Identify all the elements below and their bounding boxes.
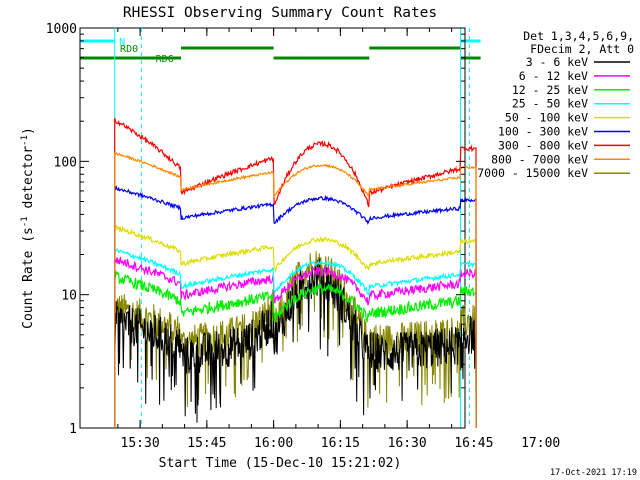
x-tick-label: 16:30	[388, 436, 427, 451]
legend-entry-label: 100 - 300 keV	[498, 125, 588, 139]
legend-entry-label: 50 - 100 keV	[505, 111, 588, 125]
x-tick-label: 16:15	[321, 436, 360, 451]
flag-rd0-label: RD0	[120, 44, 138, 55]
series-line-0	[114, 258, 477, 429]
legend-header-line: FDecim 2, Att 0	[530, 42, 634, 56]
x-tick-label: 16:45	[454, 436, 493, 451]
series-line-3	[114, 248, 477, 429]
series-line-4	[114, 224, 477, 429]
chart-title: RHESSI Observing Summary Count Rates	[123, 5, 437, 21]
legend-entry-label: 800 - 7000 keV	[491, 152, 588, 166]
series-line-2	[114, 270, 477, 429]
x-tick-label: 17:00	[521, 436, 560, 451]
y-tick-label: 1	[69, 422, 77, 437]
legend-entry-label: 3 - 6 keV	[526, 55, 588, 69]
y-tick-label: 10	[61, 289, 77, 304]
y-label-mid: detector	[21, 146, 36, 217]
legend-entry-label: 300 - 800 keV	[498, 138, 588, 152]
series-layer	[114, 117, 477, 429]
y-axis-label: Count Rate (s-1 detector-1)	[20, 127, 36, 329]
boundary-layer	[114, 28, 470, 428]
series-line-1	[114, 256, 477, 429]
y-label-main: Count Rate (s	[21, 227, 36, 329]
x-tick-label: 15:45	[187, 436, 226, 451]
y-label-exp1: -1	[20, 216, 30, 227]
flag-n-label: N	[119, 37, 125, 48]
y-tick-label: 1000	[46, 22, 77, 37]
legend-header-line: Det 1,3,4,5,6,9,	[523, 29, 634, 43]
series-line-7	[114, 152, 477, 429]
y-label-end: )	[21, 127, 36, 135]
axes-layer: 15:30 15:45 16:00 16:15 16:30 16:45 17:00 1 10 10…	[46, 22, 561, 451]
series-line-5	[114, 184, 477, 429]
legend-entry-label: 12 - 25 keV	[512, 83, 588, 97]
y-label-exp2: -1	[20, 135, 30, 146]
plot-frame	[79, 27, 466, 429]
x-tick-label: 16:00	[254, 436, 293, 451]
y-tick-label: 100	[54, 155, 77, 170]
x-axis-label: Start Time (15-Dec-10 15:21:02)	[159, 456, 402, 471]
legend-entry-label: 7000 - 15000 keV	[477, 166, 588, 180]
svg-text:Count Rate (s-1 detector-1): Count Rate (s-1 detector-1)	[20, 127, 36, 329]
series-line-6	[114, 117, 477, 429]
legend: Det 1,3,4,5,6,9,FDecim 2, Att 03 - 6 keV…	[477, 29, 634, 180]
legend-entry-label: 25 - 50 keV	[512, 97, 588, 111]
flag-rd6-label: RD6	[156, 54, 174, 65]
x-tick-label: 15:30	[121, 436, 160, 451]
legend-entry-label: 6 - 12 keV	[519, 69, 588, 83]
footer-date: 17-Oct-2021 17:19	[550, 468, 637, 478]
